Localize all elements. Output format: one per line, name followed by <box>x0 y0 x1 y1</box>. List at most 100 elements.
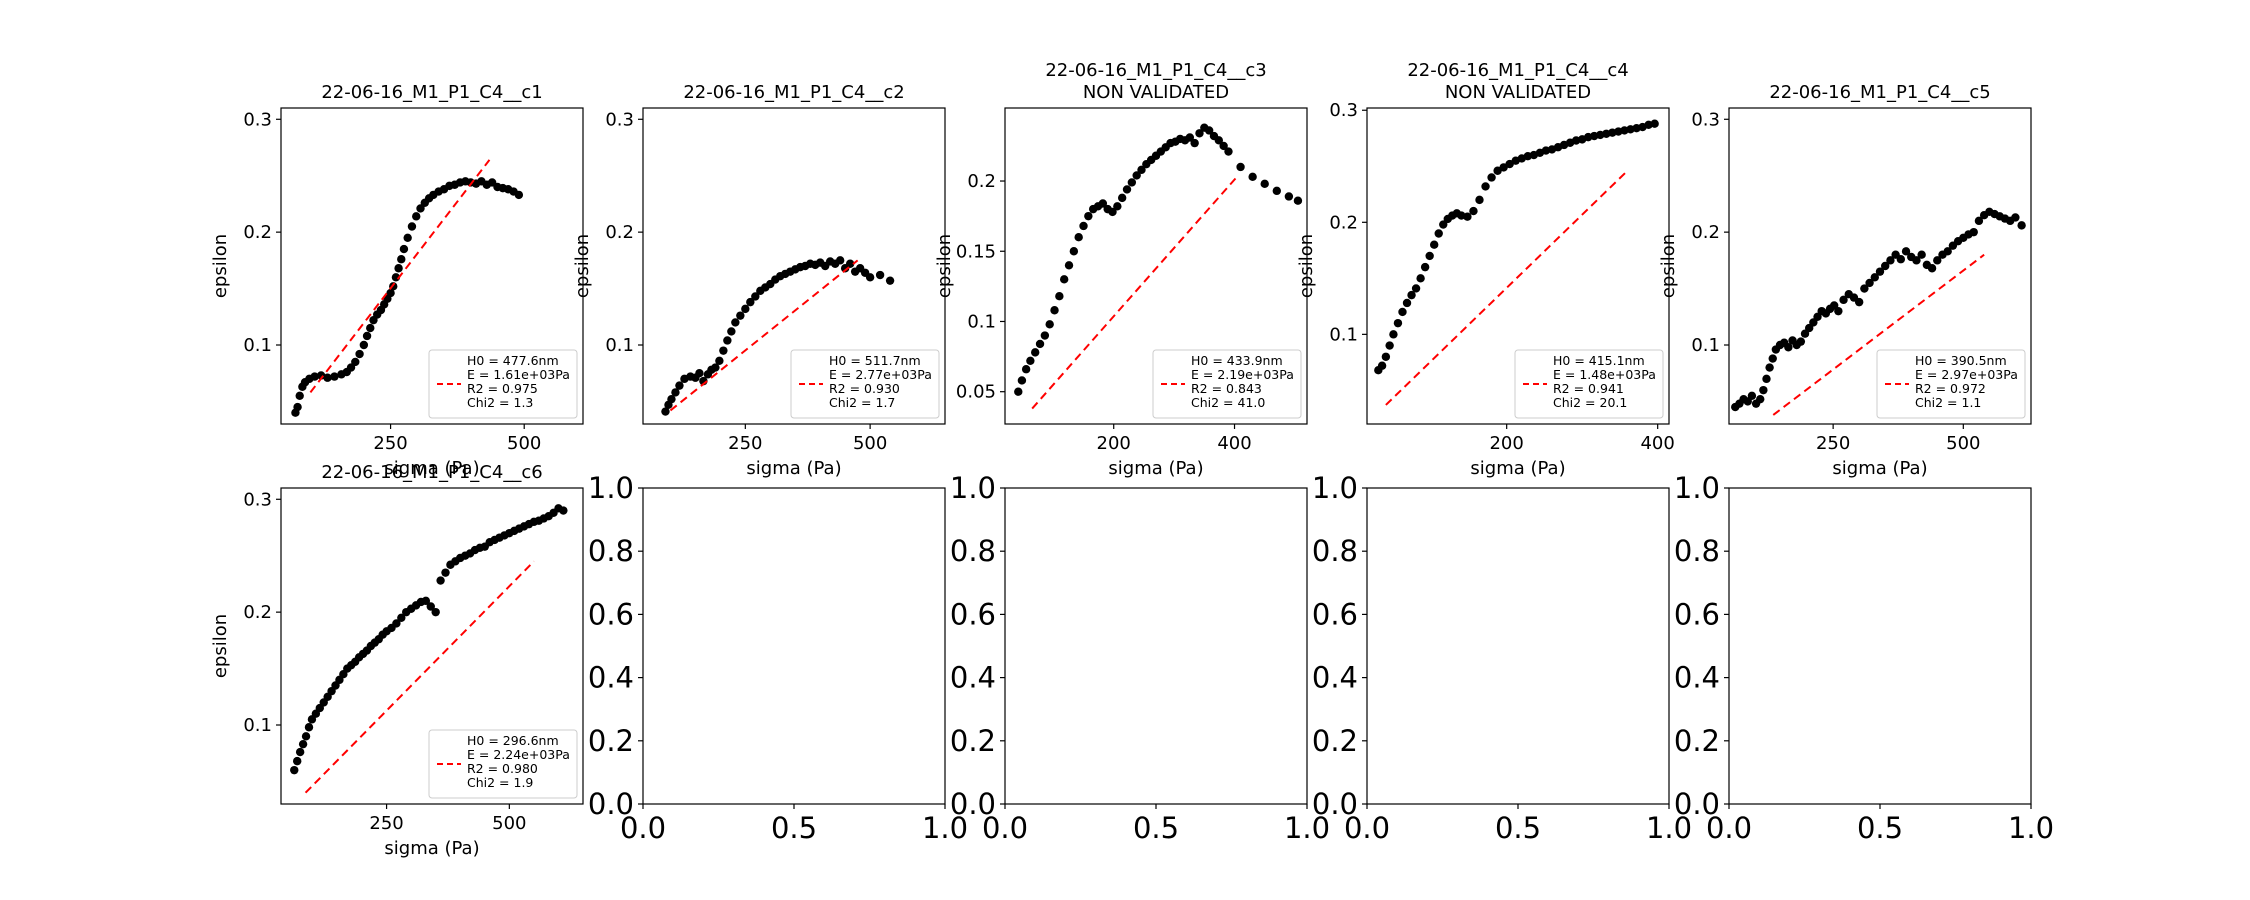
data-point <box>1059 275 1069 284</box>
y-tick-label: 0.3 <box>243 109 272 130</box>
data-point <box>746 297 755 307</box>
y-tick-label: 0.3 <box>605 109 634 130</box>
y-tick-label: 0.15 <box>956 241 996 262</box>
subplot-5: 250 500 0.1 0.2 0.3 sigma (Pa) epsilon 22-06-16… <box>1658 82 2032 479</box>
y-tick-label: 0.4 <box>1674 661 1720 695</box>
legend-entry: R2 = 0.972 <box>1915 381 1986 396</box>
legend-entry: H0 = 433.9nm <box>1191 353 1283 368</box>
data-point <box>1098 199 1108 208</box>
x-axis-label: sigma (Pa) <box>384 458 479 479</box>
data-point <box>727 327 736 336</box>
data-point <box>731 318 740 327</box>
data-point <box>1219 141 1228 151</box>
y-tick-label: 0.8 <box>950 534 996 568</box>
x-axis-label: sigma (Pa) <box>384 838 479 859</box>
plot-frame <box>1728 487 2032 805</box>
legend-entry: E = 1.61e+03Pa <box>467 367 570 382</box>
plot-frame <box>280 487 584 805</box>
legend-entry: E = 2.97e+03Pa <box>1915 367 2018 382</box>
data-point <box>1425 251 1434 261</box>
data-point <box>1796 337 1806 346</box>
data-point <box>723 336 732 345</box>
data-point <box>412 212 421 221</box>
y-tick-label: 1.0 <box>588 471 634 505</box>
legend-entry: H0 = 390.5nm <box>1915 353 2007 368</box>
x-axis-label: sigma (Pa) <box>1470 458 1565 479</box>
y-axis-label: epsilon <box>210 234 231 298</box>
data-point <box>1927 264 1937 273</box>
data-point <box>1389 330 1398 339</box>
subplot-8: 0.0 0.5 1.0 0.0 0.2 0.4 0.6 0.8 1.0 <box>950 471 1330 845</box>
data-point <box>1420 262 1430 272</box>
subplot-7: 0.0 0.5 1.0 0.0 0.2 0.4 0.6 0.8 1.0 <box>588 471 968 845</box>
legend-entry: Chi2 = 1.9 <box>467 775 533 790</box>
data-point <box>661 407 670 416</box>
data-point <box>1293 196 1303 205</box>
data-point <box>667 394 676 404</box>
data-point <box>1865 278 1874 288</box>
subplot-title-line: 22-06-16_M1_P1_C4__c6 <box>321 462 542 483</box>
legend-entry: H0 = 511.7nm <box>829 353 921 368</box>
fit-line <box>309 159 491 394</box>
data-point <box>1026 356 1035 365</box>
y-tick-label: 0.8 <box>1312 534 1358 568</box>
y-tick-label: 0.6 <box>1674 597 1720 631</box>
x-axis-label: sigma (Pa) <box>1832 458 1927 479</box>
data-point <box>301 732 311 741</box>
data-point <box>736 311 745 320</box>
y-tick-label: 0.1 <box>1691 335 1720 356</box>
y-tick-label: 0.4 <box>588 661 634 695</box>
subplot-title: 22-06-16_M1_P1_C4__c5 <box>1769 82 1990 103</box>
data-point <box>1248 172 1257 182</box>
data-point <box>1381 352 1391 361</box>
data-point <box>711 363 720 372</box>
legend-entry: R2 = 0.980 <box>467 761 538 776</box>
y-tick-label: 0.6 <box>1312 597 1358 631</box>
data-point <box>426 602 435 611</box>
data-point <box>293 402 302 412</box>
data-point <box>1439 220 1448 229</box>
data-point <box>885 276 895 285</box>
y-tick-label: 0.2 <box>588 724 634 758</box>
y-tick-label: 0.3 <box>1329 100 1358 121</box>
plot-frame <box>642 107 946 425</box>
data-point <box>1377 361 1387 370</box>
data-point <box>436 576 445 585</box>
y-tick-label: 0.2 <box>1674 724 1720 758</box>
y-tick-label: 0.0 <box>588 787 634 821</box>
data-point <box>1190 138 1199 148</box>
plot-frame <box>642 487 946 805</box>
data-point <box>1185 133 1195 142</box>
data-point <box>1236 162 1245 172</box>
data-point <box>2017 221 2026 230</box>
data-point <box>845 259 855 268</box>
data-point <box>1901 247 1911 256</box>
data-point <box>1074 233 1083 242</box>
data-point <box>1917 250 1926 259</box>
data-point <box>1933 256 1942 265</box>
data-point <box>1084 211 1093 221</box>
fit-line <box>1772 253 1985 416</box>
y-tick-label: 0.2 <box>967 171 996 192</box>
data-point <box>304 723 314 732</box>
data-point <box>719 346 728 355</box>
data-point <box>394 264 403 273</box>
y-tick-label: 1.0 <box>1674 471 1720 505</box>
x-tick-label: 500 <box>853 433 887 454</box>
data-point <box>1765 363 1774 372</box>
legend-entry: E = 2.24e+03Pa <box>467 747 570 762</box>
data-point <box>1127 178 1137 187</box>
data-point <box>1481 182 1490 191</box>
data-point <box>1272 186 1282 196</box>
data-point <box>359 340 369 350</box>
data-point <box>1429 240 1439 249</box>
x-tick-label: 1.0 <box>922 811 968 845</box>
data-point <box>351 357 360 367</box>
subplot-title: 22-06-16_M1_P1_C4__c3 NON VALIDATED <box>1045 60 1266 103</box>
data-point <box>1463 212 1472 221</box>
data-point <box>399 244 409 254</box>
